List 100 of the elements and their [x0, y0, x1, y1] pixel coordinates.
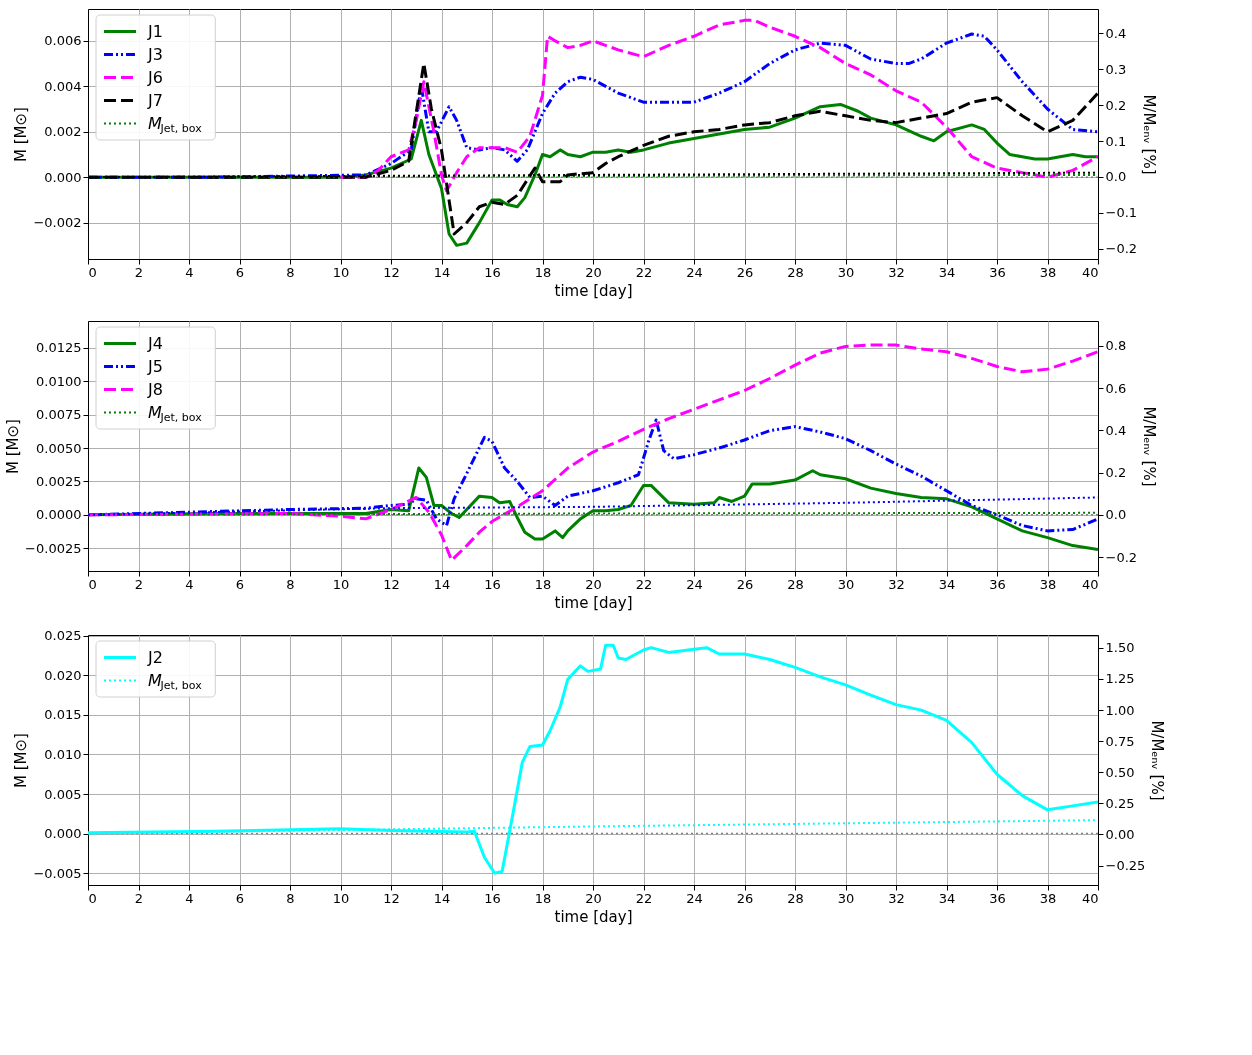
- x-tick-label: 26: [736, 264, 754, 280]
- y-tick-label: −0.0025: [25, 540, 82, 556]
- x-tick-label: 14: [433, 890, 451, 906]
- legend-label: J7: [147, 90, 163, 110]
- x-tick-label: 24: [686, 576, 703, 592]
- y2-tick-label: 1.25: [1105, 671, 1135, 687]
- legend-label: J1: [147, 21, 163, 41]
- y-tick-label: 0.010: [44, 746, 82, 762]
- y2-tick-label: 0.8: [1105, 338, 1127, 354]
- legend-label: J8: [147, 379, 163, 399]
- y-axis-title: M [M⊙]: [12, 107, 31, 162]
- legend-label: J3: [147, 44, 163, 64]
- x-tick-label: 38: [1039, 576, 1057, 592]
- x-tick-label: 34: [938, 890, 956, 906]
- x-tick-label: 2: [134, 264, 144, 280]
- y2-tick-label: 0.6: [1105, 380, 1127, 396]
- x-tick-label: 8: [286, 576, 295, 592]
- x-tick-label: 0: [88, 576, 97, 592]
- legend-label: J6: [147, 67, 163, 87]
- y2-tick-label: 0.2: [1105, 97, 1127, 113]
- y-tick-label: 0.0125: [36, 340, 82, 356]
- x-tick-label: 20: [585, 576, 602, 592]
- y-tick-label: 0.020: [44, 667, 82, 683]
- x-tick-label: 22: [635, 890, 653, 906]
- x-tick-label: 16: [484, 264, 501, 280]
- y2-tick-label: 0.75: [1105, 733, 1135, 749]
- y-tick-label: 0.0050: [36, 440, 82, 456]
- x-tick-label: 24: [686, 264, 703, 280]
- x-tick-label: 6: [235, 890, 245, 906]
- x-tick-label: 30: [837, 576, 855, 592]
- y2-axis-title: M/Mₑₙᵥ [%]: [1140, 406, 1159, 487]
- y-tick-label: 0.025: [44, 628, 82, 644]
- y2-tick-label: 1.00: [1105, 702, 1135, 718]
- y2-tick-label: −0.1: [1105, 205, 1138, 221]
- x-axis-title: time [day]: [554, 281, 633, 300]
- y-tick-label: 0.015: [44, 707, 82, 723]
- x-tick-label: 34: [938, 576, 956, 592]
- y2-tick-label: 0.4: [1105, 422, 1127, 438]
- y2-tick-label: 0.4: [1105, 25, 1127, 41]
- x-tick-label: 12: [383, 264, 400, 280]
- y-tick-label: 0.002: [44, 124, 82, 140]
- legend-label: J2: [147, 647, 163, 667]
- x-tick-label: 10: [332, 890, 350, 906]
- x-tick-label: 28: [787, 576, 804, 592]
- x-tick-label: 34: [938, 264, 956, 280]
- x-tick-label: 28: [787, 890, 804, 906]
- x-tick-label: 38: [1039, 264, 1057, 280]
- x-tick-label: 26: [736, 576, 754, 592]
- x-tick-label: 2: [134, 890, 144, 906]
- y2-axis-title: M/Mₑₙᵥ [%]: [1140, 94, 1159, 175]
- x-tick-label: 16: [484, 890, 501, 906]
- x-tick-label: 22: [635, 264, 653, 280]
- x-tick-label: 2: [134, 576, 144, 592]
- y-tick-label: 0.0025: [36, 473, 82, 489]
- x-tick-label: 30: [837, 264, 855, 280]
- y2-tick-label: 0.1: [1105, 133, 1127, 149]
- x-tick-label: 20: [585, 890, 602, 906]
- y2-tick-label: 0.0: [1105, 507, 1127, 523]
- x-tick-label: 12: [383, 576, 400, 592]
- y2-tick-label: −0.2: [1105, 549, 1138, 565]
- y-tick-label: 0.006: [44, 33, 82, 49]
- x-tick-label: 32: [888, 890, 905, 906]
- x-tick-label: 22: [635, 576, 653, 592]
- x-tick-label: 36: [989, 264, 1006, 280]
- x-tick-label: 4: [185, 576, 194, 592]
- x-tick-label: 30: [837, 890, 855, 906]
- x-tick-label: 18: [534, 890, 552, 906]
- y2-tick-label: 0.0: [1105, 169, 1127, 185]
- x-tick-label: 14: [433, 264, 451, 280]
- y-tick-label: 0.000: [44, 169, 82, 185]
- x-tick-label: 18: [534, 576, 552, 592]
- x-tick-label: 6: [235, 264, 245, 280]
- x-tick-label: 4: [185, 264, 194, 280]
- x-tick-label: 20: [585, 264, 602, 280]
- y2-tick-label: −0.25: [1105, 858, 1146, 874]
- x-tick-label: 10: [332, 576, 350, 592]
- x-axis-title: time [day]: [554, 907, 633, 926]
- x-tick-label: 24: [686, 890, 703, 906]
- x-tick-label: 14: [433, 576, 451, 592]
- y2-tick-label: 0.3: [1105, 61, 1127, 77]
- y-tick-label: 0.0000: [36, 507, 82, 523]
- x-tick-label: 4: [185, 890, 194, 906]
- x-tick-label: 40: [1081, 890, 1099, 906]
- y-tick-label: 0.0100: [36, 373, 82, 389]
- x-tick-label: 40: [1081, 264, 1099, 280]
- y2-axis-title: M/Mₑₙᵥ [%]: [1148, 720, 1167, 801]
- x-tick-label: 8: [286, 264, 295, 280]
- y-tick-label: 0.004: [44, 78, 82, 94]
- y2-tick-label: 1.50: [1105, 640, 1135, 656]
- x-tick-label: 36: [989, 576, 1006, 592]
- y-tick-label: 0.000: [44, 826, 82, 842]
- y-tick-label: −0.002: [33, 215, 82, 231]
- x-axis-title: time [day]: [554, 593, 633, 612]
- x-tick-label: 26: [736, 890, 754, 906]
- x-tick-label: 0: [88, 890, 97, 906]
- x-tick-label: 38: [1039, 890, 1057, 906]
- legend-label: J4: [147, 333, 163, 353]
- x-tick-label: 32: [888, 264, 905, 280]
- x-tick-label: 16: [484, 576, 501, 592]
- x-tick-label: 28: [787, 264, 804, 280]
